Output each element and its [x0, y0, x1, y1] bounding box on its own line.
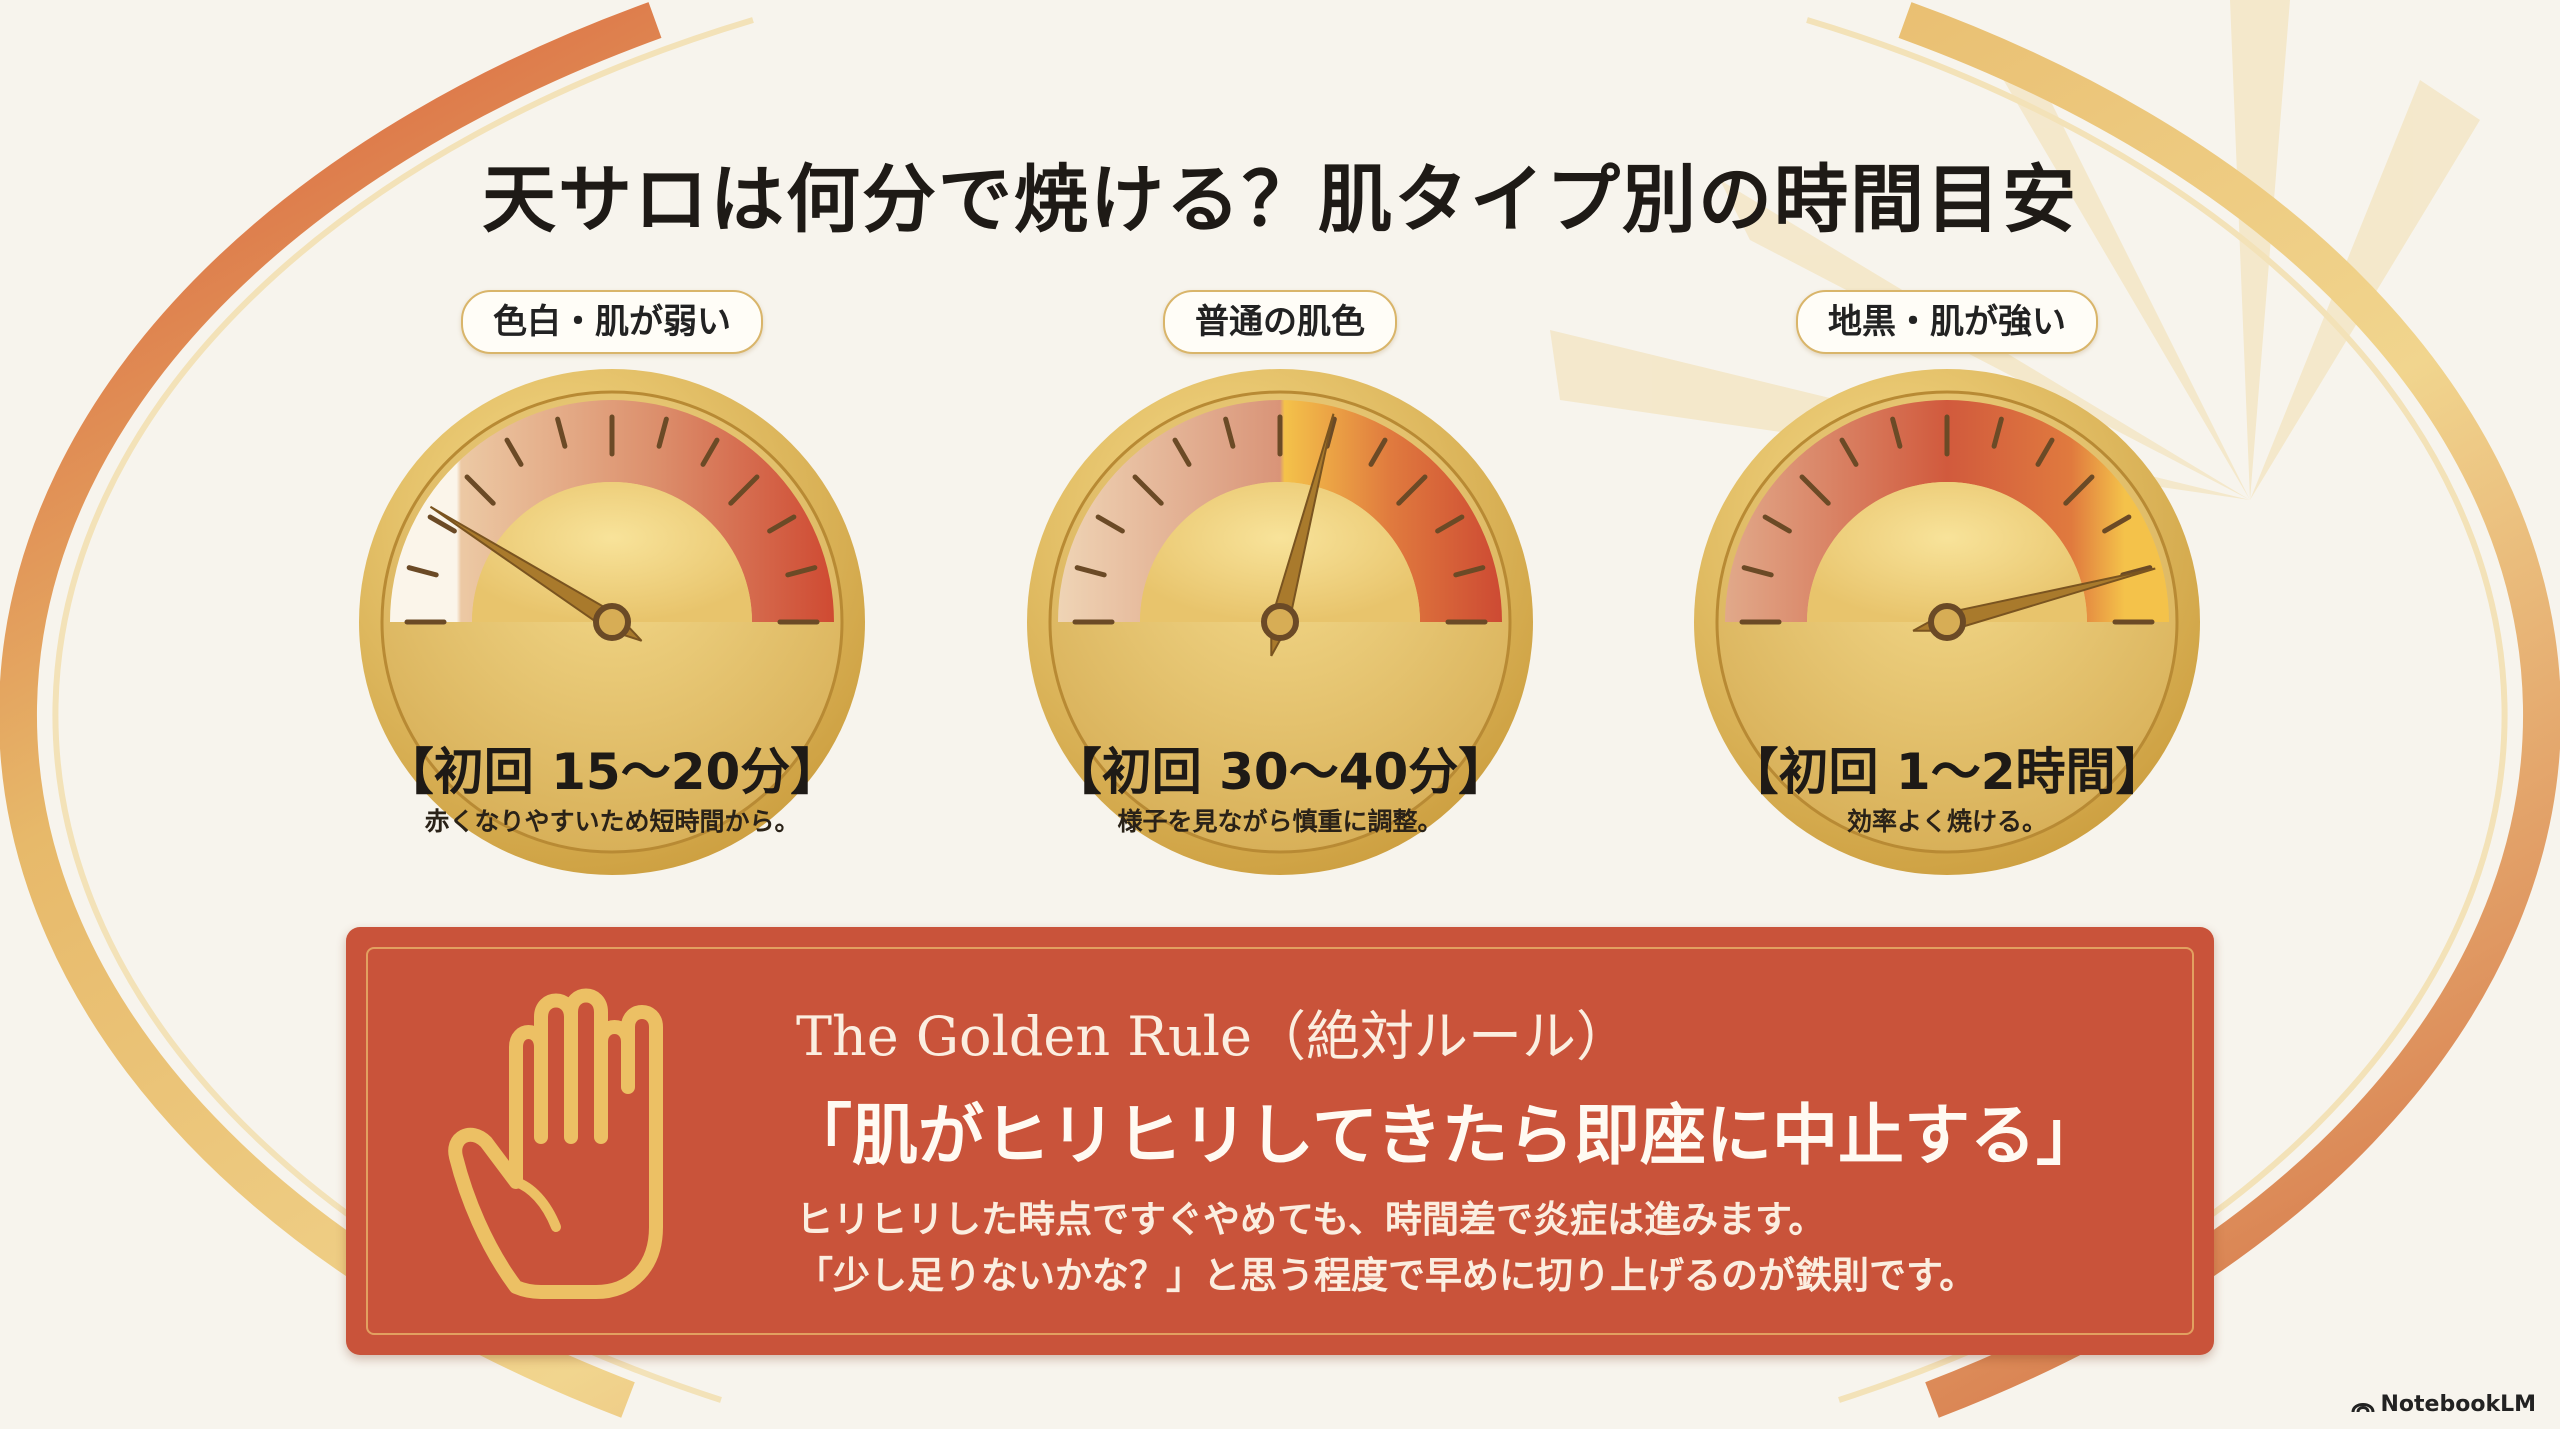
gauge-pivot — [593, 603, 631, 641]
gauge-needle — [1270, 413, 1335, 657]
notebooklm-brand: NotebookLM — [2351, 1392, 2536, 1417]
skin-type-label-fair: 色白・肌が弱い — [461, 290, 763, 354]
gauge-dark: 【初回 1〜2時間】 効率よく焼ける。 — [1687, 362, 2207, 882]
gauge-tick — [1223, 416, 1236, 449]
skin-type-label-normal: 普通の肌色 — [1163, 290, 1397, 354]
gauge-tick — [464, 474, 496, 506]
gauge-fair: 【初回 15〜20分】 赤くなりやすいため短時間から。 — [352, 362, 872, 882]
gauge-tick — [656, 416, 669, 449]
gauge-tick — [728, 474, 760, 506]
hand-stop-icon — [448, 988, 663, 1299]
gauge-tick — [504, 437, 524, 467]
gauge-time: 【初回 1〜2時間】 — [1728, 743, 2166, 801]
gauge-note: 様子を見ながら慎重に調整。 — [1117, 807, 1443, 836]
gauge-tick — [406, 565, 439, 578]
gauge-dome — [472, 482, 752, 622]
gauge-tick — [1762, 514, 1792, 534]
gauge-pivot — [1261, 603, 1299, 641]
rule-body-line: ヒリヒリした時点ですぐやめても、時間差で炎症は進みます。 — [796, 1198, 1826, 1241]
gauge-scale-band — [1058, 400, 1502, 622]
gauge-time: 【初回 15〜20分】 — [383, 743, 841, 801]
gauge-needle — [429, 505, 643, 642]
gauge-tick — [427, 514, 457, 534]
gauge-tick — [1435, 514, 1465, 534]
skin-type-label-dark: 地黒・肌が強い — [1796, 290, 2098, 354]
gauge-tick — [1132, 474, 1164, 506]
rule-heading: The Golden Rule（絶対ルール） — [796, 1005, 1630, 1068]
gauge-scale-band — [1725, 400, 2169, 622]
gauge-normal: 【初回 30〜40分】 様子を見ながら慎重に調整。 — [1020, 362, 1540, 882]
gauge-note: 効率よく焼ける。 — [1846, 807, 2047, 836]
gauge-tick — [1368, 437, 1388, 467]
gauge-dome — [1140, 482, 1420, 622]
gauge-tick — [1839, 437, 1859, 467]
notebooklm-logo-icon — [2351, 1402, 2375, 1412]
gauge-dome — [1807, 482, 2087, 622]
gauge-tick — [700, 437, 720, 467]
gauge-scale-band — [390, 400, 834, 622]
gauge-needle — [1912, 567, 2156, 632]
brand-label: NotebookLM — [2380, 1392, 2536, 1417]
gauge-tick — [785, 565, 818, 578]
gauge-tick — [2063, 474, 2095, 506]
gauge-tick — [1799, 474, 1831, 506]
gauge-tick — [1396, 474, 1428, 506]
gauge-tick — [767, 514, 797, 534]
gauge-tick — [555, 416, 568, 449]
gauge-note: 赤くなりやすいため短時間から。 — [424, 807, 800, 836]
rule-body-line: 「少し足りないかな？」と思う程度で早めに切り上げるのが鉄則です。 — [796, 1254, 1977, 1297]
gauge-tick — [1172, 437, 1192, 467]
gauge-time: 【初回 30〜40分】 — [1051, 743, 1509, 801]
rule-quote: 「肌がヒリヒリしてきたら即座に中止する」 — [786, 1097, 2103, 1174]
gauge-tick — [2035, 437, 2055, 467]
gauge-tick — [1095, 514, 1125, 534]
gauge-tick — [1074, 565, 1107, 578]
golden-rule-panel: The Golden Rule（絶対ルール） 「肌がヒリヒリしてきたら即座に中止… — [346, 927, 2214, 1355]
gauge-pivot — [1928, 603, 1966, 641]
gauge-tick — [1991, 416, 2004, 449]
page-title: 天サロは何分で焼ける？肌タイプ別の時間目安 — [482, 157, 2078, 243]
gauge-tick — [1741, 565, 1774, 578]
gauge-tick — [1453, 565, 1486, 578]
gauge-tick — [1890, 416, 1903, 449]
gauge-tick — [2102, 514, 2132, 534]
